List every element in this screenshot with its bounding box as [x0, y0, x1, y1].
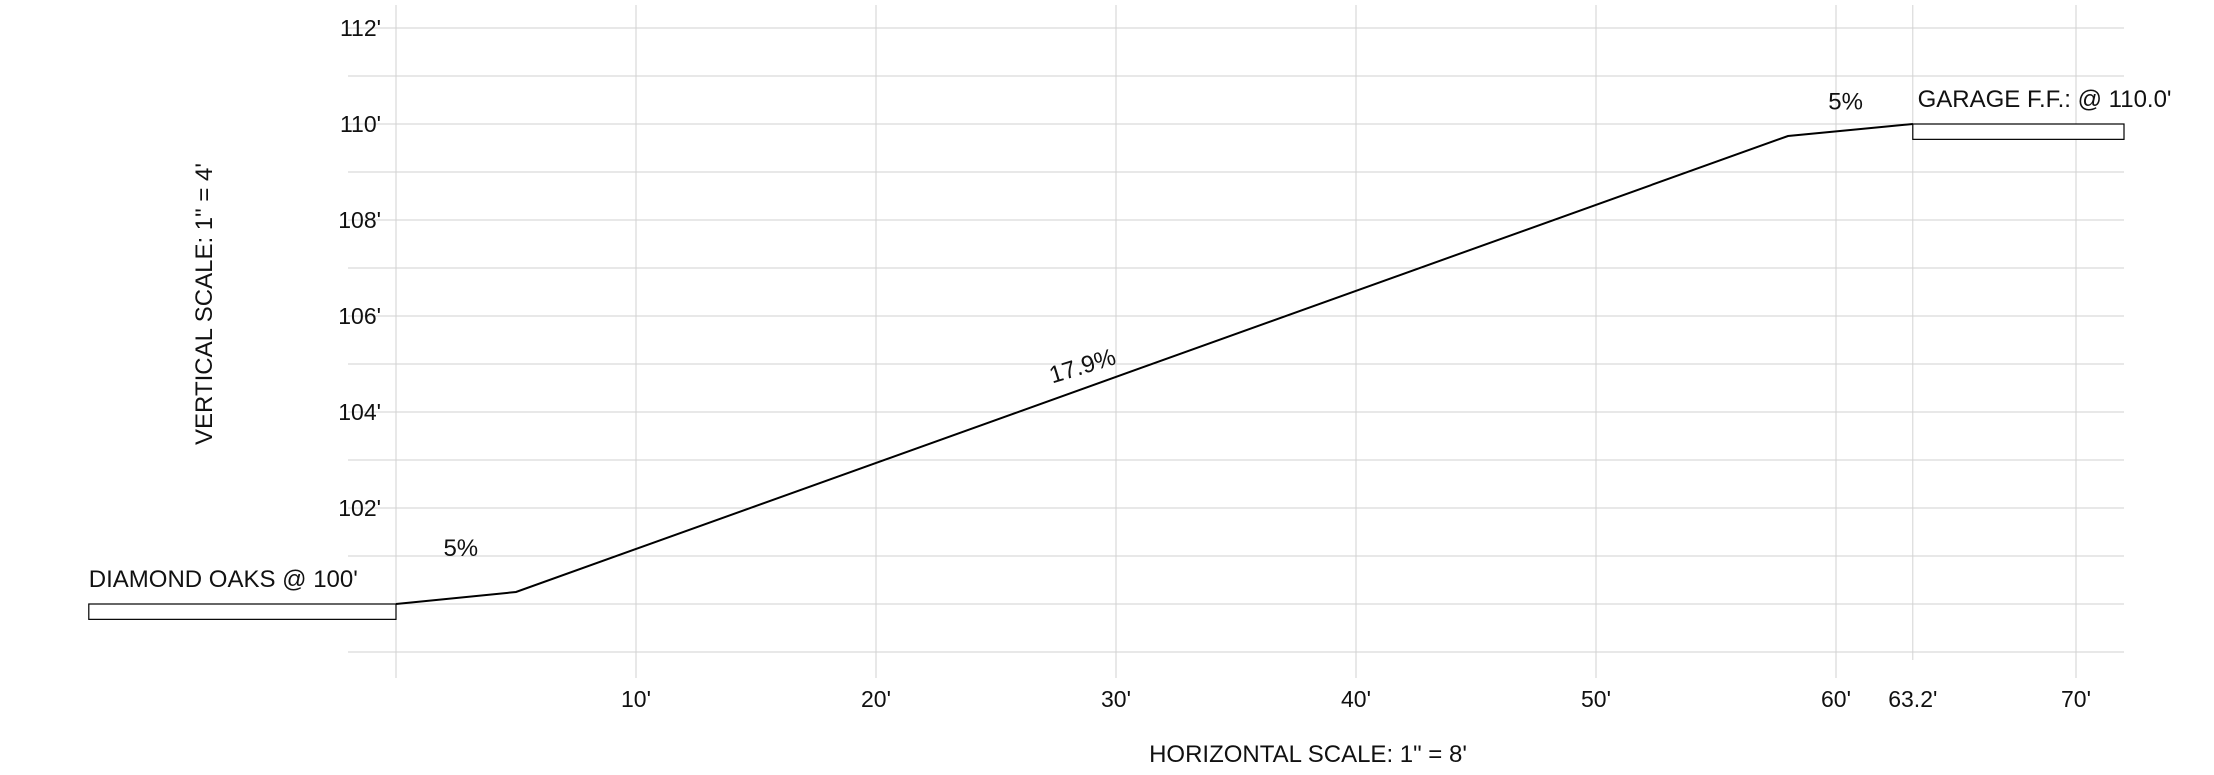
x-tick-label: 30': [1101, 686, 1131, 712]
x-tick-label: 40': [1341, 686, 1371, 712]
grid: [348, 5, 2124, 678]
slope-label: 5%: [443, 535, 478, 562]
profile-line: [395, 123, 1913, 605]
y-axis-label: VERTICAL SCALE: 1" = 4': [191, 163, 218, 445]
annotations: DIAMOND OAKS @ 100' GARAGE F.F.: @ 110.0': [89, 86, 2172, 593]
x-tick-label: 10': [621, 686, 651, 712]
y-tick-label: 102': [338, 495, 381, 521]
y-tick-label: 108': [338, 207, 381, 233]
profile-series: [395, 123, 1913, 605]
elevation-annotation: DIAMOND OAKS @ 100': [89, 566, 358, 593]
x-axis-ticks: 10' 20' 30' 40' 50' 60' 63.2' 70': [621, 686, 2091, 712]
slope-label: 17.9%: [1046, 344, 1119, 390]
x-tick-label: 20': [861, 686, 891, 712]
x-axis-label: HORIZONTAL SCALE: 1" = 8': [1149, 741, 1467, 768]
platform-diamond-oaks: [88, 603, 397, 620]
y-tick-label: 106': [338, 303, 381, 329]
slope-labels: 5% 17.9% 5%: [443, 89, 1862, 562]
x-tick-label: 63.2': [1888, 686, 1937, 712]
x-tick-label: 70': [2061, 686, 2091, 712]
y-tick-label: 112': [340, 15, 381, 41]
elevation-annotation: GARAGE F.F.: @ 110.0': [1918, 86, 2172, 113]
y-tick-label: 110': [340, 111, 381, 137]
x-tick-label: 60': [1821, 686, 1851, 712]
y-axis-ticks: 102' 104' 106' 108' 110' 112': [338, 15, 381, 521]
y-tick-label: 104': [338, 399, 381, 425]
platforms: [88, 123, 2125, 620]
x-tick-label: 50': [1581, 686, 1611, 712]
slope-label: 5%: [1828, 89, 1863, 116]
platform-garage: [1912, 123, 2125, 140]
